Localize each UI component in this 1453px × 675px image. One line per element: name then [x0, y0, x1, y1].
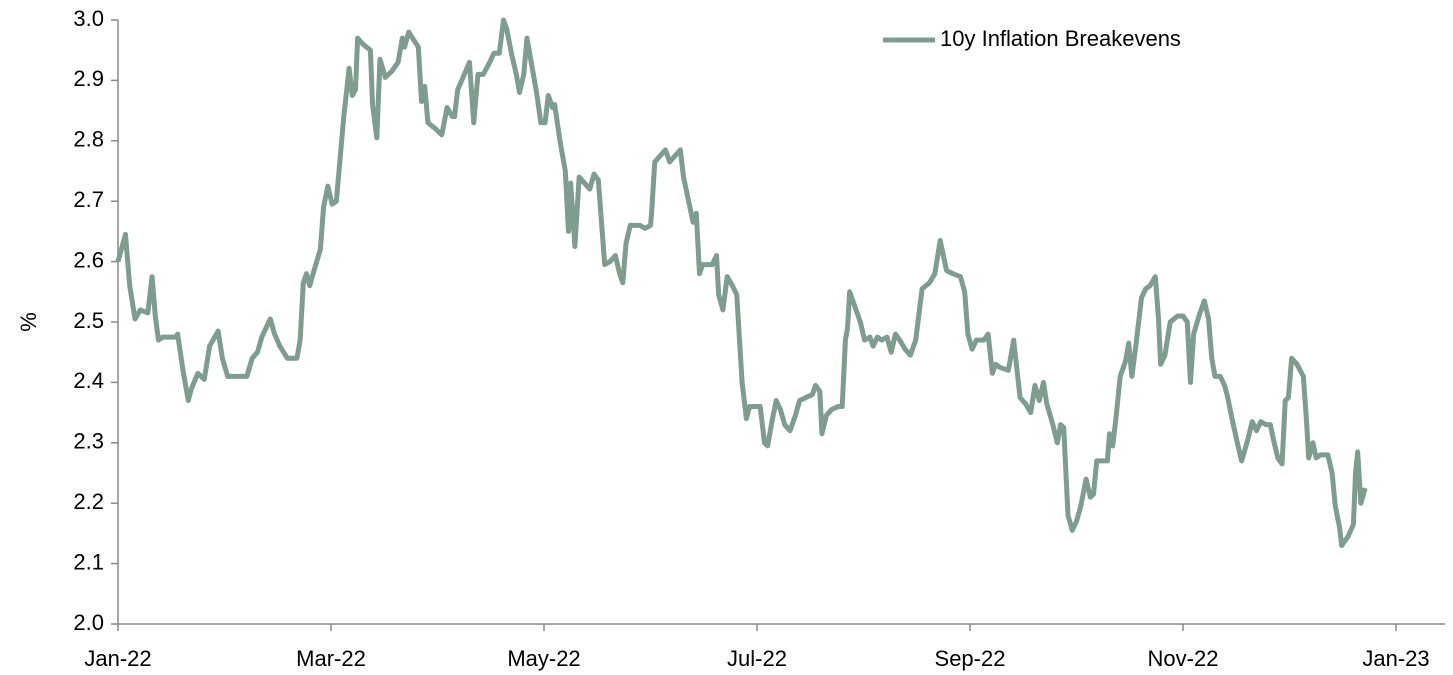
- y-axis-label: %: [16, 312, 41, 332]
- data-line: [115, 17, 1368, 548]
- x-tick-label: Mar-22: [296, 646, 366, 671]
- y-tick-label: 2.1: [73, 549, 104, 574]
- y-tick-label: 2.0: [73, 610, 104, 635]
- y-tick-label: 2.3: [73, 429, 104, 454]
- y-tick-label: 2.2: [73, 489, 104, 514]
- x-tick-label: Jul-22: [727, 646, 787, 671]
- y-tick-label: 2.6: [73, 247, 104, 272]
- legend-label: 10y Inflation Breakevens: [940, 26, 1181, 51]
- y-tick-label: 2.7: [73, 187, 104, 212]
- x-tick-label: Sep-22: [935, 646, 1006, 671]
- x-tick-label: Jan-22: [84, 646, 151, 671]
- x-tick-label: Jan-23: [1362, 646, 1429, 671]
- y-tick-label: 2.4: [73, 368, 104, 393]
- y-tick-label: 2.8: [73, 127, 104, 152]
- y-tick-label: 2.9: [73, 66, 104, 91]
- x-tick-label: May-22: [507, 646, 580, 671]
- y-tick-label: 3.0: [73, 6, 104, 31]
- y-tick-label: 2.5: [73, 308, 104, 333]
- x-tick-label: Nov-22: [1148, 646, 1219, 671]
